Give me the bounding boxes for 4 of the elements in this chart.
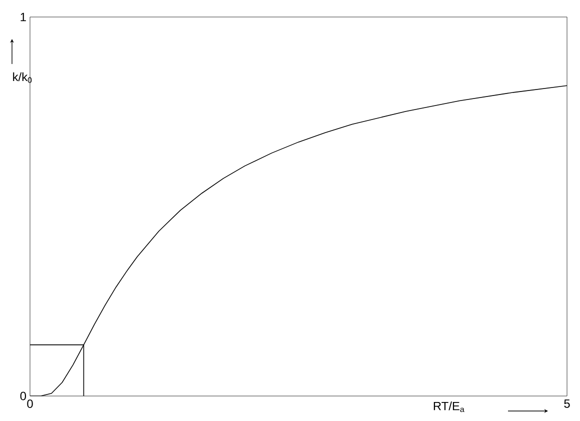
- y-tick-label: 1: [20, 12, 26, 22]
- x-tick-label: 5: [564, 400, 570, 408]
- x-axis-title: RT/E$_{a}$: [434, 402, 464, 412]
- y-axis-title: k/k$_{0}$: [13, 72, 32, 83]
